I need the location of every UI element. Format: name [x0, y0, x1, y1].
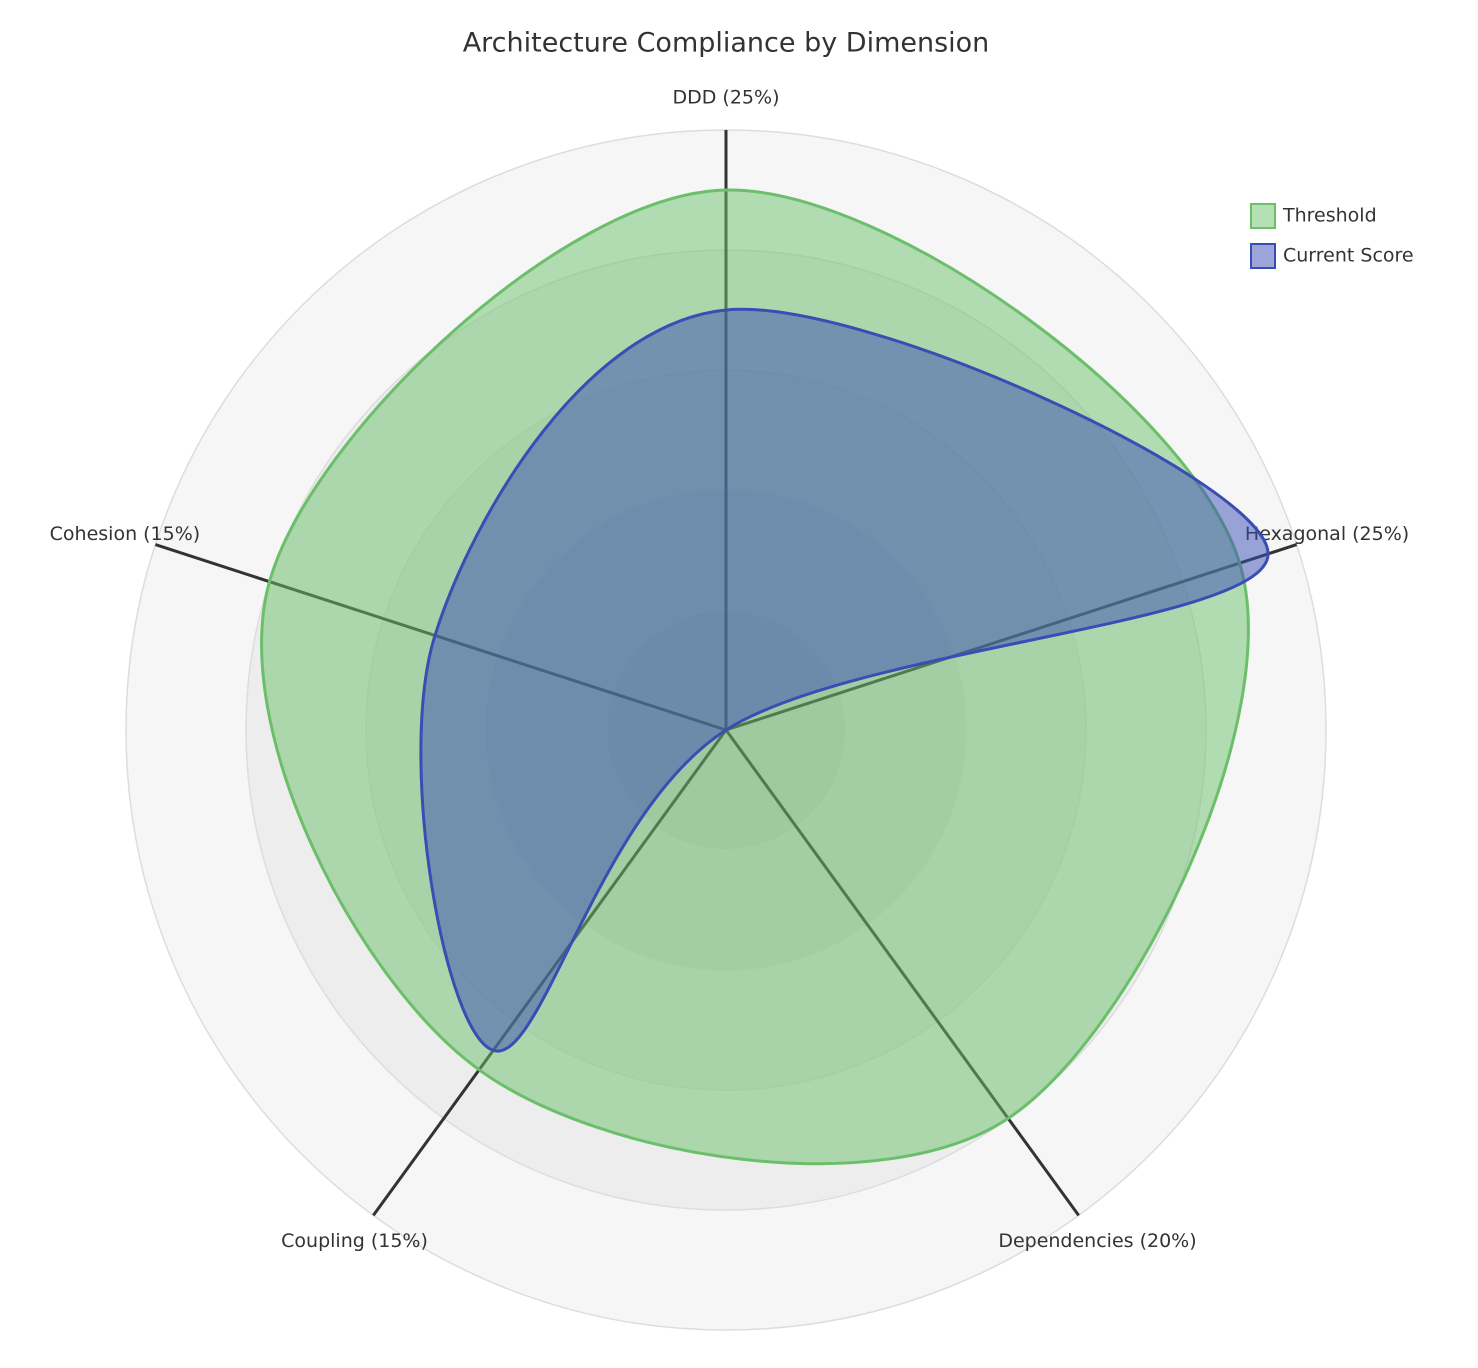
legend-swatch: [1250, 203, 1276, 229]
axis-label: DDD (25%): [673, 87, 780, 109]
axis-label: Hexagonal (25%): [1245, 523, 1409, 545]
legend-label: Current Score: [1283, 245, 1414, 267]
chart-title: Architecture Compliance by Dimension: [463, 28, 990, 59]
axis-label: Cohesion (15%): [50, 523, 201, 545]
series-area: [419, 307, 1270, 1053]
legend-swatch: [1250, 243, 1276, 269]
axis-label: Coupling (15%): [281, 1230, 428, 1252]
axis-label: Dependencies (20%): [998, 1230, 1196, 1252]
legend-label: Threshold: [1282, 205, 1377, 227]
